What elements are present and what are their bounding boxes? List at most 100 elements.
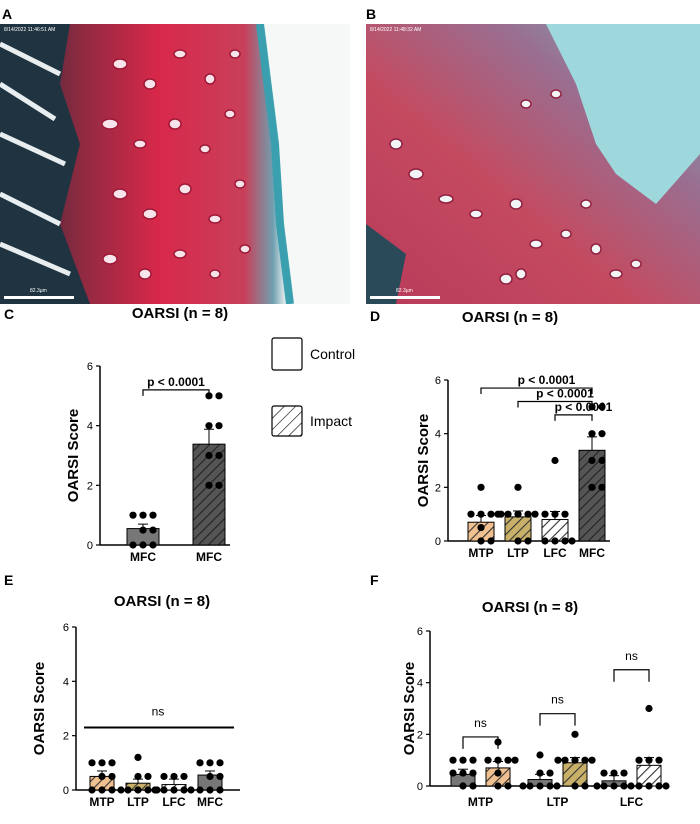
data-point <box>655 756 663 764</box>
legend-impact-label: Impact <box>310 413 352 429</box>
data-point <box>588 483 596 491</box>
data-point <box>514 510 522 518</box>
y-tick-label: 2 <box>435 482 441 494</box>
y-tick-label: 0 <box>417 781 423 793</box>
panel-label-e: E <box>4 572 14 588</box>
data-point <box>170 772 178 781</box>
data-point <box>645 782 653 790</box>
data-point <box>551 510 559 518</box>
comparison-label: p < 0.0001 <box>518 373 576 387</box>
legend-control-swatch <box>271 337 303 371</box>
data-point <box>524 537 532 545</box>
y-tick-label: 0 <box>87 540 93 552</box>
data-point <box>459 756 467 764</box>
x-group-label: LTP <box>547 795 569 809</box>
data-point <box>88 759 96 767</box>
data-point <box>504 510 512 518</box>
data-point <box>129 511 137 519</box>
data-point <box>568 537 576 545</box>
data-point <box>494 782 502 790</box>
data-point <box>160 786 168 794</box>
comparison-label: ns <box>625 649 638 663</box>
data-point <box>134 772 142 781</box>
data-point <box>139 511 147 519</box>
y-axis-label: OARSI Score <box>401 662 418 755</box>
x-tick-label: MFC <box>196 550 222 564</box>
data-point <box>655 782 663 790</box>
comparison-label: ns <box>551 693 564 707</box>
data-point <box>504 756 512 764</box>
y-tick-label: 6 <box>417 626 423 638</box>
data-point <box>134 753 142 762</box>
data-point <box>215 422 223 430</box>
x-tick-label: MTP <box>468 546 493 560</box>
data-point <box>144 772 152 781</box>
data-point <box>645 756 653 764</box>
data-point <box>469 756 477 764</box>
data-point <box>216 759 224 767</box>
data-point <box>216 772 224 781</box>
data-point <box>467 510 475 518</box>
comparison-bracket <box>462 736 499 749</box>
x-tick-label: LTP <box>127 795 149 809</box>
data-point <box>553 782 561 790</box>
data-point <box>514 537 522 545</box>
data-point <box>571 756 579 764</box>
panel-label-a: A <box>2 6 13 22</box>
data-point <box>600 769 608 777</box>
data-point <box>215 392 223 400</box>
data-point <box>536 751 544 759</box>
data-point <box>180 786 188 794</box>
data-point <box>98 759 106 767</box>
data-point <box>551 456 559 465</box>
data-point <box>205 451 213 460</box>
data-point <box>108 786 116 794</box>
data-point <box>598 403 606 411</box>
data-point <box>581 782 589 790</box>
data-point <box>561 510 569 518</box>
data-point <box>205 481 213 489</box>
y-tick-label: 4 <box>87 421 93 433</box>
data-point <box>134 786 142 794</box>
y-tick-label: 4 <box>435 429 441 441</box>
data-point <box>546 769 554 777</box>
data-point <box>206 759 214 767</box>
chart-title: OARSI (n = 8) <box>114 593 210 610</box>
micrograph-a-timestamp: 8/14/2022 11:46:51 AM <box>4 27 56 33</box>
data-point <box>598 430 606 438</box>
y-tick-label: 4 <box>63 676 69 688</box>
data-point <box>459 769 467 777</box>
ns-label: ns <box>152 705 165 719</box>
data-point <box>620 782 628 790</box>
micrograph-b-timestamp: 8/14/2022 11:48:32 AM <box>370 27 422 33</box>
legend-impact-swatch <box>271 405 303 437</box>
comparison-label: p < 0.0001 <box>147 375 205 389</box>
data-point <box>124 786 132 794</box>
data-point <box>149 541 157 549</box>
x-tick-label: MFC <box>579 546 605 560</box>
bar <box>192 443 226 546</box>
micrograph-a-scale-label: 82.3µm <box>30 288 47 294</box>
y-tick-label: 6 <box>87 361 93 373</box>
data-point <box>581 756 589 764</box>
y-tick-label: 6 <box>435 375 441 387</box>
data-point <box>117 786 125 794</box>
panel-label-b: B <box>366 6 377 22</box>
data-point <box>588 456 596 465</box>
data-point <box>129 541 137 549</box>
x-group-label: LFC <box>620 795 644 809</box>
data-point <box>144 786 152 794</box>
y-tick-label: 4 <box>417 678 423 690</box>
comparison-bracket <box>554 414 593 421</box>
comparison-label: ns <box>474 716 487 730</box>
data-point <box>477 510 485 518</box>
data-point <box>139 526 147 534</box>
data-point <box>645 704 653 713</box>
data-point <box>600 782 608 790</box>
chart-c: 0 2 4 6 OARSI (n = 8) OARSI Score MFC MFC p < 0.… <box>65 305 230 564</box>
data-point <box>187 786 195 794</box>
data-point <box>205 422 213 430</box>
y-tick-label: 2 <box>63 731 69 743</box>
panel-label-d: D <box>370 308 381 324</box>
data-point <box>469 782 477 790</box>
